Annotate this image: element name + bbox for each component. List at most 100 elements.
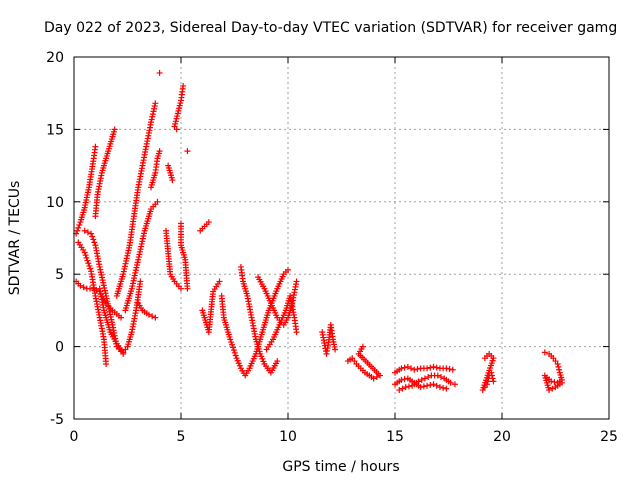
data-point-track-m xyxy=(229,344,236,351)
data-point-track-n xyxy=(274,358,281,365)
data-point-track-g xyxy=(151,105,158,112)
data-point-track-j xyxy=(156,148,163,155)
data-point-track-t xyxy=(433,382,440,389)
data-point-track-g xyxy=(152,100,159,107)
data-point-track-v xyxy=(489,372,496,379)
data-point-track-v xyxy=(484,381,491,388)
x-tick-label: 0 xyxy=(70,429,79,445)
data-point-track-w xyxy=(558,379,565,386)
data-point-track-u xyxy=(396,387,403,394)
data-point-track-a xyxy=(76,221,83,228)
data-point-track-b xyxy=(81,249,88,256)
data-marks xyxy=(73,69,565,394)
data-point-track-k xyxy=(174,110,181,117)
data-point-track-c xyxy=(118,314,125,321)
data-point-track-c xyxy=(90,285,97,292)
data-point-track-l xyxy=(216,278,223,285)
y-tick-label: 0 xyxy=(55,340,64,356)
data-point-track-k xyxy=(177,100,184,107)
data-point-track-u xyxy=(421,375,428,382)
data-point-track-t xyxy=(398,376,405,383)
y-axis-label: SDTVAR / TECUs xyxy=(7,181,23,296)
data-point-track-g xyxy=(151,103,158,110)
data-point-track-s xyxy=(411,366,418,373)
data-point-track-s xyxy=(443,365,450,372)
data-point-track-m xyxy=(232,352,239,359)
data-point-track-w xyxy=(555,363,562,370)
data-point-track-h xyxy=(154,198,161,205)
data-point-track-b xyxy=(85,260,92,267)
data-point-track-g xyxy=(148,116,155,123)
data-point-track-k xyxy=(172,118,179,125)
data-point-track-w xyxy=(556,366,563,373)
x-tick-label: 20 xyxy=(493,429,511,445)
data-point-track-a xyxy=(75,224,82,231)
y-tick-label: 20 xyxy=(46,50,64,66)
data-point-track-s xyxy=(414,366,421,373)
plot-frame xyxy=(73,56,610,420)
data-point-track-m xyxy=(285,266,291,273)
data-point-track-s xyxy=(401,364,408,371)
x-tick-label: 5 xyxy=(177,429,186,445)
data-point-track-l xyxy=(205,219,212,226)
data-point-track-t xyxy=(420,383,427,390)
data-point-track-t xyxy=(424,382,431,389)
x-tick-label: 10 xyxy=(279,429,297,445)
data-point-track-k xyxy=(171,123,178,130)
data-point-track-e xyxy=(111,126,118,133)
data-point-track-g xyxy=(150,108,157,115)
data-point-track-s xyxy=(446,366,453,373)
data-point-track-k xyxy=(176,105,183,112)
data-point-track-b xyxy=(86,262,93,269)
data-point-track-r xyxy=(370,375,377,382)
data-point-track-f xyxy=(137,278,144,285)
data-point-track-b xyxy=(103,360,110,367)
data-point-track-w xyxy=(554,360,561,367)
data-point-track-w xyxy=(541,349,548,356)
y-tick-label: 15 xyxy=(46,122,64,138)
data-point-track-k xyxy=(169,177,176,184)
data-point-track-b xyxy=(84,257,91,264)
data-point-track-b xyxy=(87,265,94,272)
data-point-track-s xyxy=(424,365,431,372)
data-point-track-u xyxy=(405,383,412,390)
data-point-track-k xyxy=(184,148,191,155)
data-point-track-v xyxy=(490,378,497,385)
data-point-track-s xyxy=(430,363,437,370)
data-point-track-k xyxy=(175,107,182,114)
data-point-track-k xyxy=(172,120,179,127)
data-point-track-d xyxy=(89,233,96,240)
data-point-track-c xyxy=(80,284,87,291)
data-point-track-s xyxy=(449,366,456,373)
data-point-track-w xyxy=(551,379,558,386)
data-point-track-k xyxy=(180,82,187,89)
data-point-track-t xyxy=(427,381,434,388)
axis-ticks: 0 5 10 15 20 25 -5 0 5 10 15 20 xyxy=(46,50,618,445)
data-point-track-t xyxy=(443,385,450,392)
data-point-track-o xyxy=(293,278,300,285)
data-point-track-j xyxy=(178,285,184,292)
chart-title: Day 022 of 2023, Sidereal Day-to-day VTE… xyxy=(44,20,617,36)
data-point-track-r xyxy=(359,343,366,350)
data-point-track-v xyxy=(484,378,491,385)
data-point-track-r xyxy=(373,374,380,381)
y-tick-label: -5 xyxy=(50,412,64,428)
data-point-track-s xyxy=(398,365,405,372)
data-point-track-i xyxy=(149,313,156,320)
data-point-track-d xyxy=(91,239,98,246)
data-point-track-u xyxy=(425,374,432,381)
data-point-track-c xyxy=(93,287,100,294)
data-point-track-g xyxy=(149,111,156,118)
data-point-track-u xyxy=(418,376,425,383)
data-point-track-t xyxy=(440,384,447,391)
data-point-track-t xyxy=(430,381,437,388)
data-point-track-d xyxy=(88,230,95,237)
data-point-track-k xyxy=(176,102,183,109)
data-point-track-k xyxy=(173,115,180,122)
data-point-track-u xyxy=(434,372,441,379)
data-point-track-m xyxy=(230,347,237,354)
data-point-track-w xyxy=(546,387,553,394)
x-tick-label: 25 xyxy=(600,429,618,445)
x-tick-label: 15 xyxy=(386,429,404,445)
